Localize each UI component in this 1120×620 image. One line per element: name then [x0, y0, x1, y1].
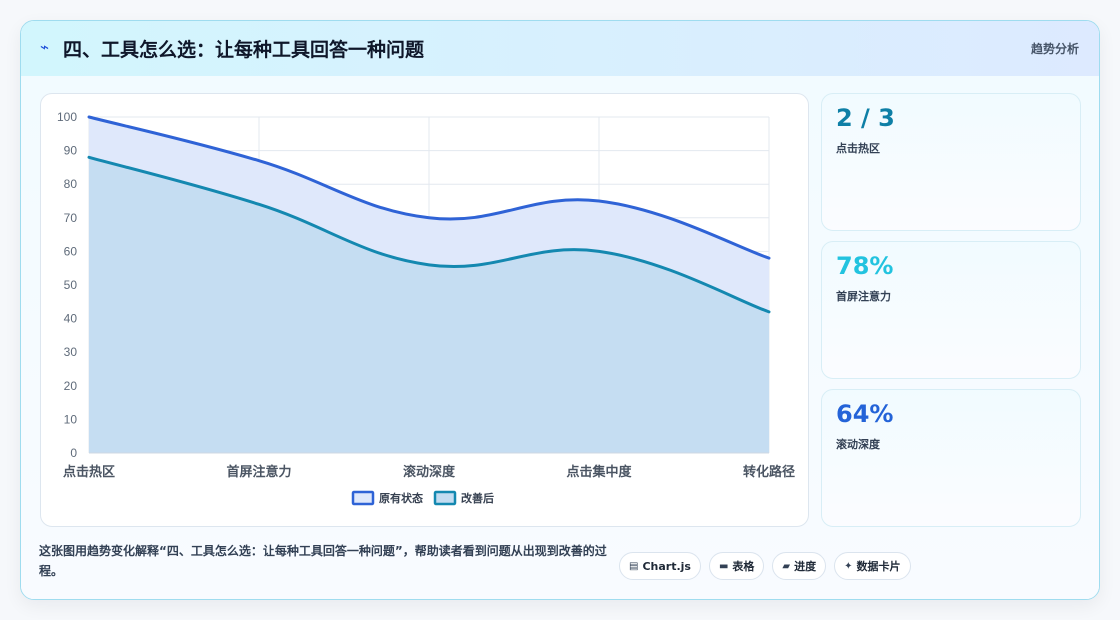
stat-card-1: 2 / 3 点击热区: [821, 93, 1081, 231]
card-header: ⌁ 四、工具怎么选：让每种工具回答一种问题 趋势分析: [21, 21, 1099, 76]
series-line-1: [87, 115, 771, 260]
chip-label: 数据卡片: [856, 560, 901, 573]
line-chart-icon: ⌁: [40, 38, 50, 56]
y-tick-label: 80: [64, 177, 78, 191]
y-tick-label: 0: [70, 446, 77, 460]
y-tick-label: 20: [64, 379, 78, 393]
y-tick-label: 70: [64, 211, 78, 225]
stat-card-2: 78% 首屏注意力: [821, 241, 1081, 379]
page-title: 四、工具怎么选：让每种工具回答一种问题: [63, 39, 425, 61]
y-tick-label: 10: [64, 412, 78, 426]
y-tick-label: 90: [64, 144, 78, 158]
y-tick-label: 30: [64, 345, 78, 359]
x-tick-label: 点击集中度: [566, 464, 632, 480]
table-icon: ▬: [718, 560, 729, 572]
y-tick-label: 50: [64, 278, 78, 292]
chip-data-card[interactable]: ✦ 数据卡片: [834, 552, 911, 580]
progress-icon: ▰: [782, 560, 791, 572]
chart-panel: 0 10 20 30 40 50 60 70 80 90 100 点击热区 首屏注意力 滚动深度 点击集中度…: [40, 93, 809, 527]
stat-label: 首屏注意力: [836, 290, 891, 303]
chip-progress[interactable]: ▰ 进度: [772, 552, 827, 580]
card-body: 0 10 20 30 40 50 60 70 80 90 100 点击热区 首屏注意力 滚动深度 点击集中度…: [21, 76, 1099, 599]
x-tick-label: 点击热区: [63, 464, 115, 480]
sparkle-icon: ✦: [844, 560, 853, 572]
stat-value: 2 / 3: [836, 104, 895, 132]
chip-label: 进度: [794, 560, 817, 573]
chip-table[interactable]: ▬ 表格: [708, 552, 765, 580]
x-tick-label: 转化路径: [743, 464, 795, 480]
stat-card-3: 64% 滚动深度: [821, 389, 1081, 527]
stat-value: 78%: [836, 252, 894, 280]
x-tick-label: 首屏注意力: [226, 464, 291, 480]
y-tick-label: 100: [57, 110, 77, 124]
legend-label: 原有状态: [379, 491, 423, 505]
chart-icon: ▤: [629, 560, 639, 572]
chart-caption: 这张图用趋势变化解释“四、工具怎么选：让每种工具回答一种问题”，帮助读者看到问题…: [39, 544, 607, 578]
trend-chart: 0 10 20 30 40 50 60 70 80 90 100 点击热区 首屏注意力 滚动深度 点击集中度…: [57, 110, 795, 506]
stat-label: 滚动深度: [836, 438, 880, 451]
legend-label: 改善后: [461, 491, 494, 505]
x-tick-label: 滚动深度: [403, 464, 456, 480]
report-card: ⌁ 四、工具怎么选：让每种工具回答一种问题 趋势分析 0 10 20 30 40 50 60…: [20, 20, 1100, 600]
y-tick-label: 60: [64, 244, 78, 258]
tool-chip-row: ▤ Chart.js ▬ 表格 ▰ 进度 ✦ 数据卡片: [619, 552, 911, 580]
series-area-2: [89, 157, 769, 453]
stat-label: 点击热区: [836, 142, 880, 155]
legend-swatch: [351, 490, 375, 506]
series-line-2: [87, 155, 771, 314]
chip-label: 表格: [732, 560, 755, 573]
legend-swatch: [433, 490, 457, 506]
chip-label: Chart.js: [642, 559, 691, 573]
header-tag: 趋势分析: [1030, 42, 1079, 56]
chip-chartjs[interactable]: ▤ Chart.js: [619, 552, 701, 580]
stat-value: 64%: [836, 400, 894, 428]
y-tick-label: 40: [64, 312, 78, 326]
